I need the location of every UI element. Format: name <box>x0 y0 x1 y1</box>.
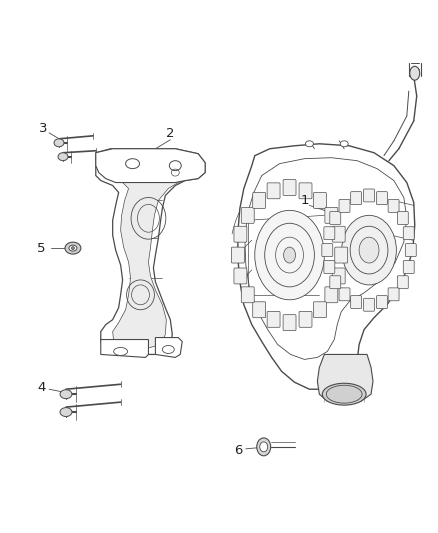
Text: 5: 5 <box>37 241 46 255</box>
Polygon shape <box>155 337 182 358</box>
FancyBboxPatch shape <box>253 192 265 208</box>
FancyBboxPatch shape <box>314 192 326 208</box>
FancyBboxPatch shape <box>377 296 387 309</box>
Polygon shape <box>238 144 415 389</box>
FancyBboxPatch shape <box>351 192 362 205</box>
FancyBboxPatch shape <box>325 207 338 223</box>
FancyBboxPatch shape <box>330 212 341 224</box>
Ellipse shape <box>342 215 396 285</box>
FancyBboxPatch shape <box>299 183 312 199</box>
FancyBboxPatch shape <box>397 276 408 289</box>
Ellipse shape <box>126 159 140 168</box>
FancyBboxPatch shape <box>283 314 296 330</box>
FancyBboxPatch shape <box>241 207 254 223</box>
Ellipse shape <box>114 348 127 356</box>
Ellipse shape <box>58 153 68 160</box>
Ellipse shape <box>255 211 324 300</box>
FancyBboxPatch shape <box>403 261 414 273</box>
FancyBboxPatch shape <box>325 287 338 303</box>
Text: 1: 1 <box>300 194 309 207</box>
Text: 4: 4 <box>37 381 45 394</box>
Ellipse shape <box>162 345 174 353</box>
Ellipse shape <box>260 442 268 452</box>
FancyBboxPatch shape <box>283 180 296 196</box>
FancyBboxPatch shape <box>253 302 265 318</box>
FancyBboxPatch shape <box>377 192 387 205</box>
FancyBboxPatch shape <box>335 247 348 263</box>
FancyBboxPatch shape <box>403 227 414 240</box>
Text: 3: 3 <box>39 123 47 135</box>
Ellipse shape <box>60 408 72 417</box>
FancyBboxPatch shape <box>339 199 350 212</box>
FancyBboxPatch shape <box>324 261 335 273</box>
FancyBboxPatch shape <box>388 199 399 212</box>
Ellipse shape <box>305 141 314 147</box>
FancyBboxPatch shape <box>332 268 345 284</box>
FancyBboxPatch shape <box>314 302 326 318</box>
Polygon shape <box>318 354 373 404</box>
FancyBboxPatch shape <box>397 212 408 224</box>
Ellipse shape <box>410 66 420 80</box>
Ellipse shape <box>322 383 366 405</box>
Polygon shape <box>101 340 148 358</box>
Ellipse shape <box>65 242 81 254</box>
FancyBboxPatch shape <box>364 298 374 311</box>
Text: 6: 6 <box>234 445 242 457</box>
FancyBboxPatch shape <box>324 227 335 240</box>
FancyBboxPatch shape <box>332 226 345 242</box>
FancyBboxPatch shape <box>234 268 247 284</box>
FancyBboxPatch shape <box>241 287 254 303</box>
FancyBboxPatch shape <box>405 244 416 256</box>
FancyBboxPatch shape <box>231 247 244 263</box>
Ellipse shape <box>54 139 64 147</box>
Polygon shape <box>96 149 205 354</box>
Ellipse shape <box>283 247 296 263</box>
Ellipse shape <box>69 245 77 251</box>
FancyBboxPatch shape <box>234 226 247 242</box>
Ellipse shape <box>71 247 74 249</box>
FancyBboxPatch shape <box>267 183 280 199</box>
Ellipse shape <box>359 237 379 263</box>
FancyBboxPatch shape <box>339 288 350 301</box>
Ellipse shape <box>340 141 348 147</box>
FancyBboxPatch shape <box>267 311 280 327</box>
Ellipse shape <box>60 390 72 399</box>
Ellipse shape <box>257 438 271 456</box>
Polygon shape <box>96 149 205 182</box>
Ellipse shape <box>170 160 181 171</box>
FancyBboxPatch shape <box>330 276 341 289</box>
FancyBboxPatch shape <box>388 288 399 301</box>
FancyBboxPatch shape <box>351 296 362 309</box>
Text: 2: 2 <box>166 127 175 140</box>
FancyBboxPatch shape <box>322 244 333 256</box>
FancyBboxPatch shape <box>299 311 312 327</box>
FancyBboxPatch shape <box>364 189 374 202</box>
Polygon shape <box>106 154 193 348</box>
